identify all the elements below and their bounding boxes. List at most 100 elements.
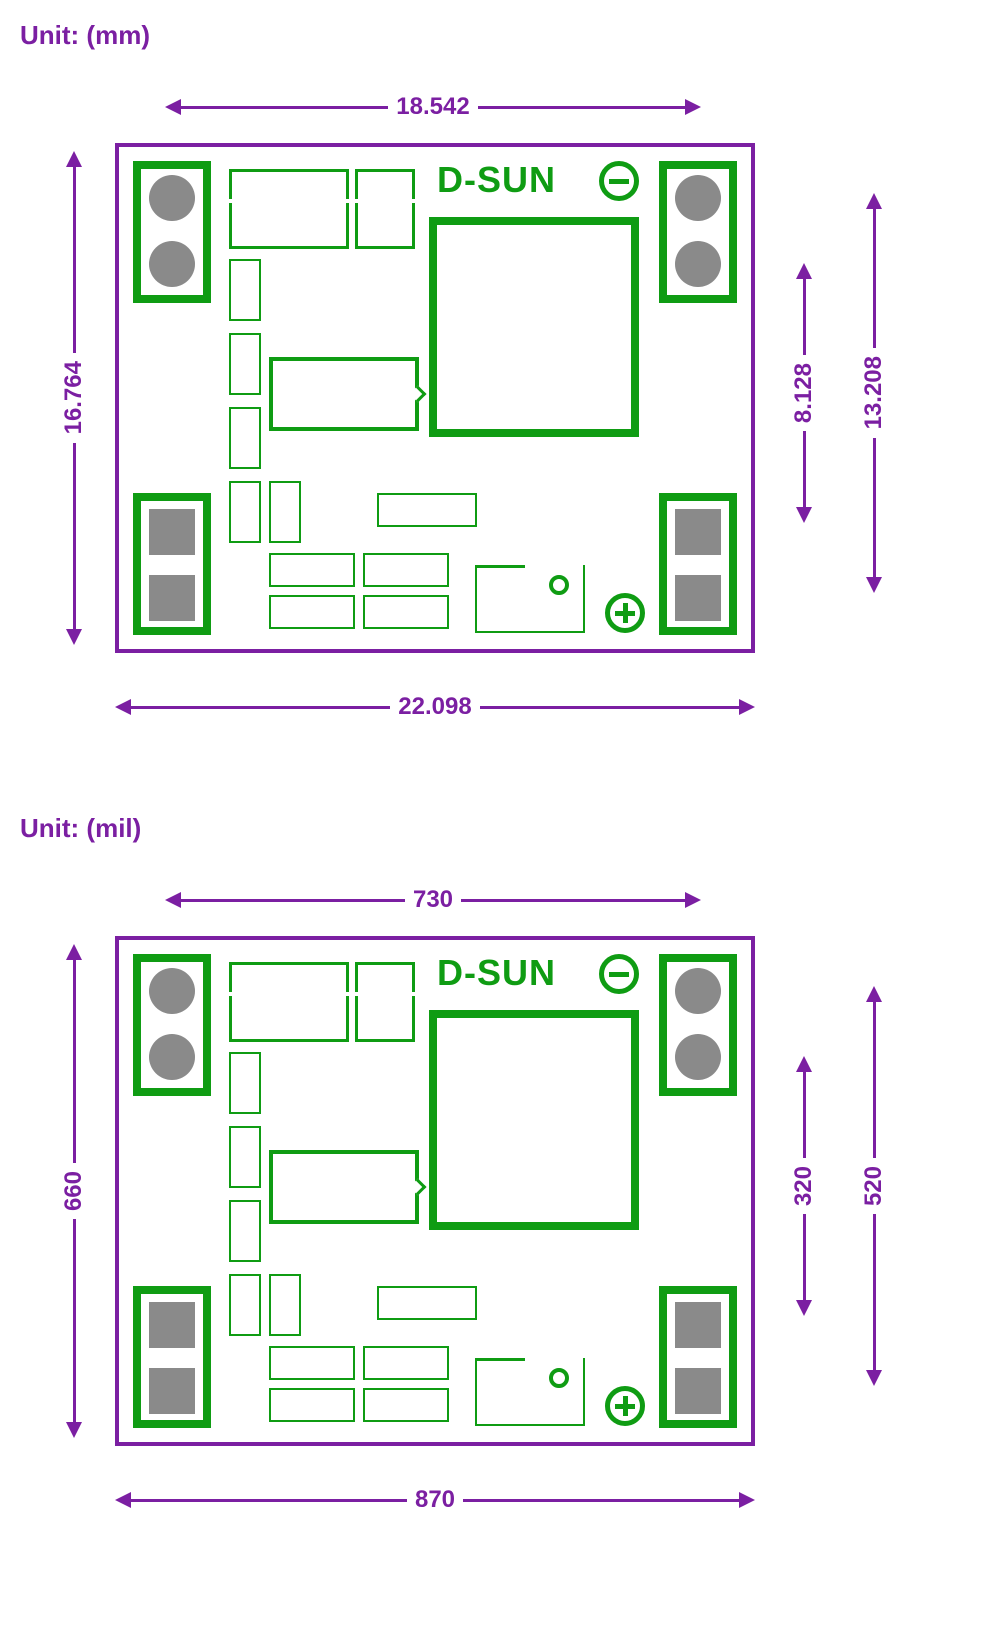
pad-square <box>675 509 721 555</box>
smd-pad <box>229 333 261 395</box>
dim-bottom-width: 870 <box>115 1486 755 1514</box>
arrow-down-icon <box>866 577 882 593</box>
smd-pad <box>229 259 261 321</box>
chip-mid <box>269 357 419 431</box>
pad-circle <box>149 968 195 1014</box>
smd-pad <box>269 1388 355 1422</box>
chip-large <box>429 217 639 437</box>
dim-value: 870 <box>407 1486 463 1514</box>
pcb-inner: D-SUN <box>119 940 751 1442</box>
dim-top-width: 730 <box>165 886 701 914</box>
smd-pad <box>229 1274 261 1336</box>
dim-value: 13.208 <box>860 348 888 437</box>
outline-mark <box>355 169 415 199</box>
arrow-up-icon <box>796 263 812 279</box>
arrow-up-icon <box>796 1056 812 1072</box>
smd-pad <box>269 481 301 543</box>
arrow-left-icon <box>115 1492 131 1508</box>
polarity-plus-icon <box>605 1386 645 1426</box>
pad-circle <box>149 241 195 287</box>
dim-left-height: 660 <box>60 944 88 1438</box>
smd-pad <box>363 1388 449 1422</box>
pad-square <box>675 575 721 621</box>
dim-value: 18.542 <box>388 93 477 121</box>
smd-pad <box>229 481 261 543</box>
pad-circle <box>149 1034 195 1080</box>
dim-value: 16.764 <box>60 353 88 442</box>
arrow-left-icon <box>115 699 131 715</box>
outline-mark <box>229 996 349 1042</box>
pot-screw-icon <box>549 575 569 595</box>
arrow-up-icon <box>66 151 82 167</box>
pcb-board: D-SUN <box>115 936 755 1446</box>
unit-label-mm: Unit: (mm) <box>20 20 964 51</box>
pot-screw-icon <box>549 1368 569 1388</box>
outline-mark <box>229 169 349 199</box>
pad-square <box>149 1368 195 1414</box>
pcb-board: D-SUN <box>115 143 755 653</box>
arrow-right-icon <box>685 99 701 115</box>
pad-circle <box>149 175 195 221</box>
pad-square <box>675 1368 721 1414</box>
pad-square <box>149 1302 195 1348</box>
smd-pad <box>363 553 449 587</box>
smd-pad <box>269 553 355 587</box>
unit-label-mil: Unit: (mil) <box>20 813 964 844</box>
outline-mark <box>355 962 415 992</box>
dim-right-inner: 320 <box>790 1056 818 1316</box>
dim-value: 22.098 <box>390 693 479 721</box>
polarity-minus-icon <box>599 161 639 201</box>
outline-mark <box>355 203 415 249</box>
potentiometer <box>475 565 585 633</box>
smd-pad <box>269 595 355 629</box>
dim-right-inner: 8.128 <box>790 263 818 523</box>
dim-value: 660 <box>60 1163 88 1219</box>
pad-circle <box>675 241 721 287</box>
smd-pad <box>229 1052 261 1114</box>
pad-circle <box>675 968 721 1014</box>
pad-square <box>149 575 195 621</box>
dim-right-outer: 520 <box>860 986 888 1386</box>
pad-circle <box>675 175 721 221</box>
smd-pad <box>229 407 261 469</box>
polarity-minus-icon <box>599 954 639 994</box>
diagram-mm: 18.542 22.098 16.764 8.128 13.208 <box>20 63 960 783</box>
dim-value: 320 <box>790 1158 818 1214</box>
smd-pad <box>269 1274 301 1336</box>
arrow-down-icon <box>796 1300 812 1316</box>
dim-left-height: 16.764 <box>60 151 88 645</box>
board-label: D-SUN <box>437 952 556 994</box>
arrow-right-icon <box>685 892 701 908</box>
smd-pad <box>377 493 477 527</box>
arrow-down-icon <box>796 507 812 523</box>
pad-square <box>675 1302 721 1348</box>
dim-value: 730 <box>405 886 461 914</box>
smd-pad <box>377 1286 477 1320</box>
arrow-left-icon <box>165 99 181 115</box>
outline-mark <box>229 203 349 249</box>
arrow-down-icon <box>66 629 82 645</box>
dim-top-width: 18.542 <box>165 93 701 121</box>
arrow-left-icon <box>165 892 181 908</box>
pot-edge <box>475 565 525 568</box>
pot-edge <box>475 1358 525 1361</box>
dim-value: 520 <box>860 1158 888 1214</box>
smd-pad <box>363 595 449 629</box>
potentiometer <box>475 1358 585 1426</box>
arrow-right-icon <box>739 1492 755 1508</box>
dim-right-outer: 13.208 <box>860 193 888 593</box>
arrow-right-icon <box>739 699 755 715</box>
arrow-up-icon <box>866 193 882 209</box>
arrow-up-icon <box>866 986 882 1002</box>
chip-large <box>429 1010 639 1230</box>
smd-pad <box>363 1346 449 1380</box>
arrow-up-icon <box>66 944 82 960</box>
arrow-down-icon <box>866 1370 882 1386</box>
pcb-inner: D-SUN <box>119 147 751 649</box>
diagram-mil: 730 870 660 320 520 <box>20 856 960 1576</box>
pad-square <box>149 509 195 555</box>
smd-pad <box>229 1126 261 1188</box>
smd-pad <box>229 1200 261 1262</box>
dim-value: 8.128 <box>790 355 818 431</box>
dim-bottom-width: 22.098 <box>115 693 755 721</box>
